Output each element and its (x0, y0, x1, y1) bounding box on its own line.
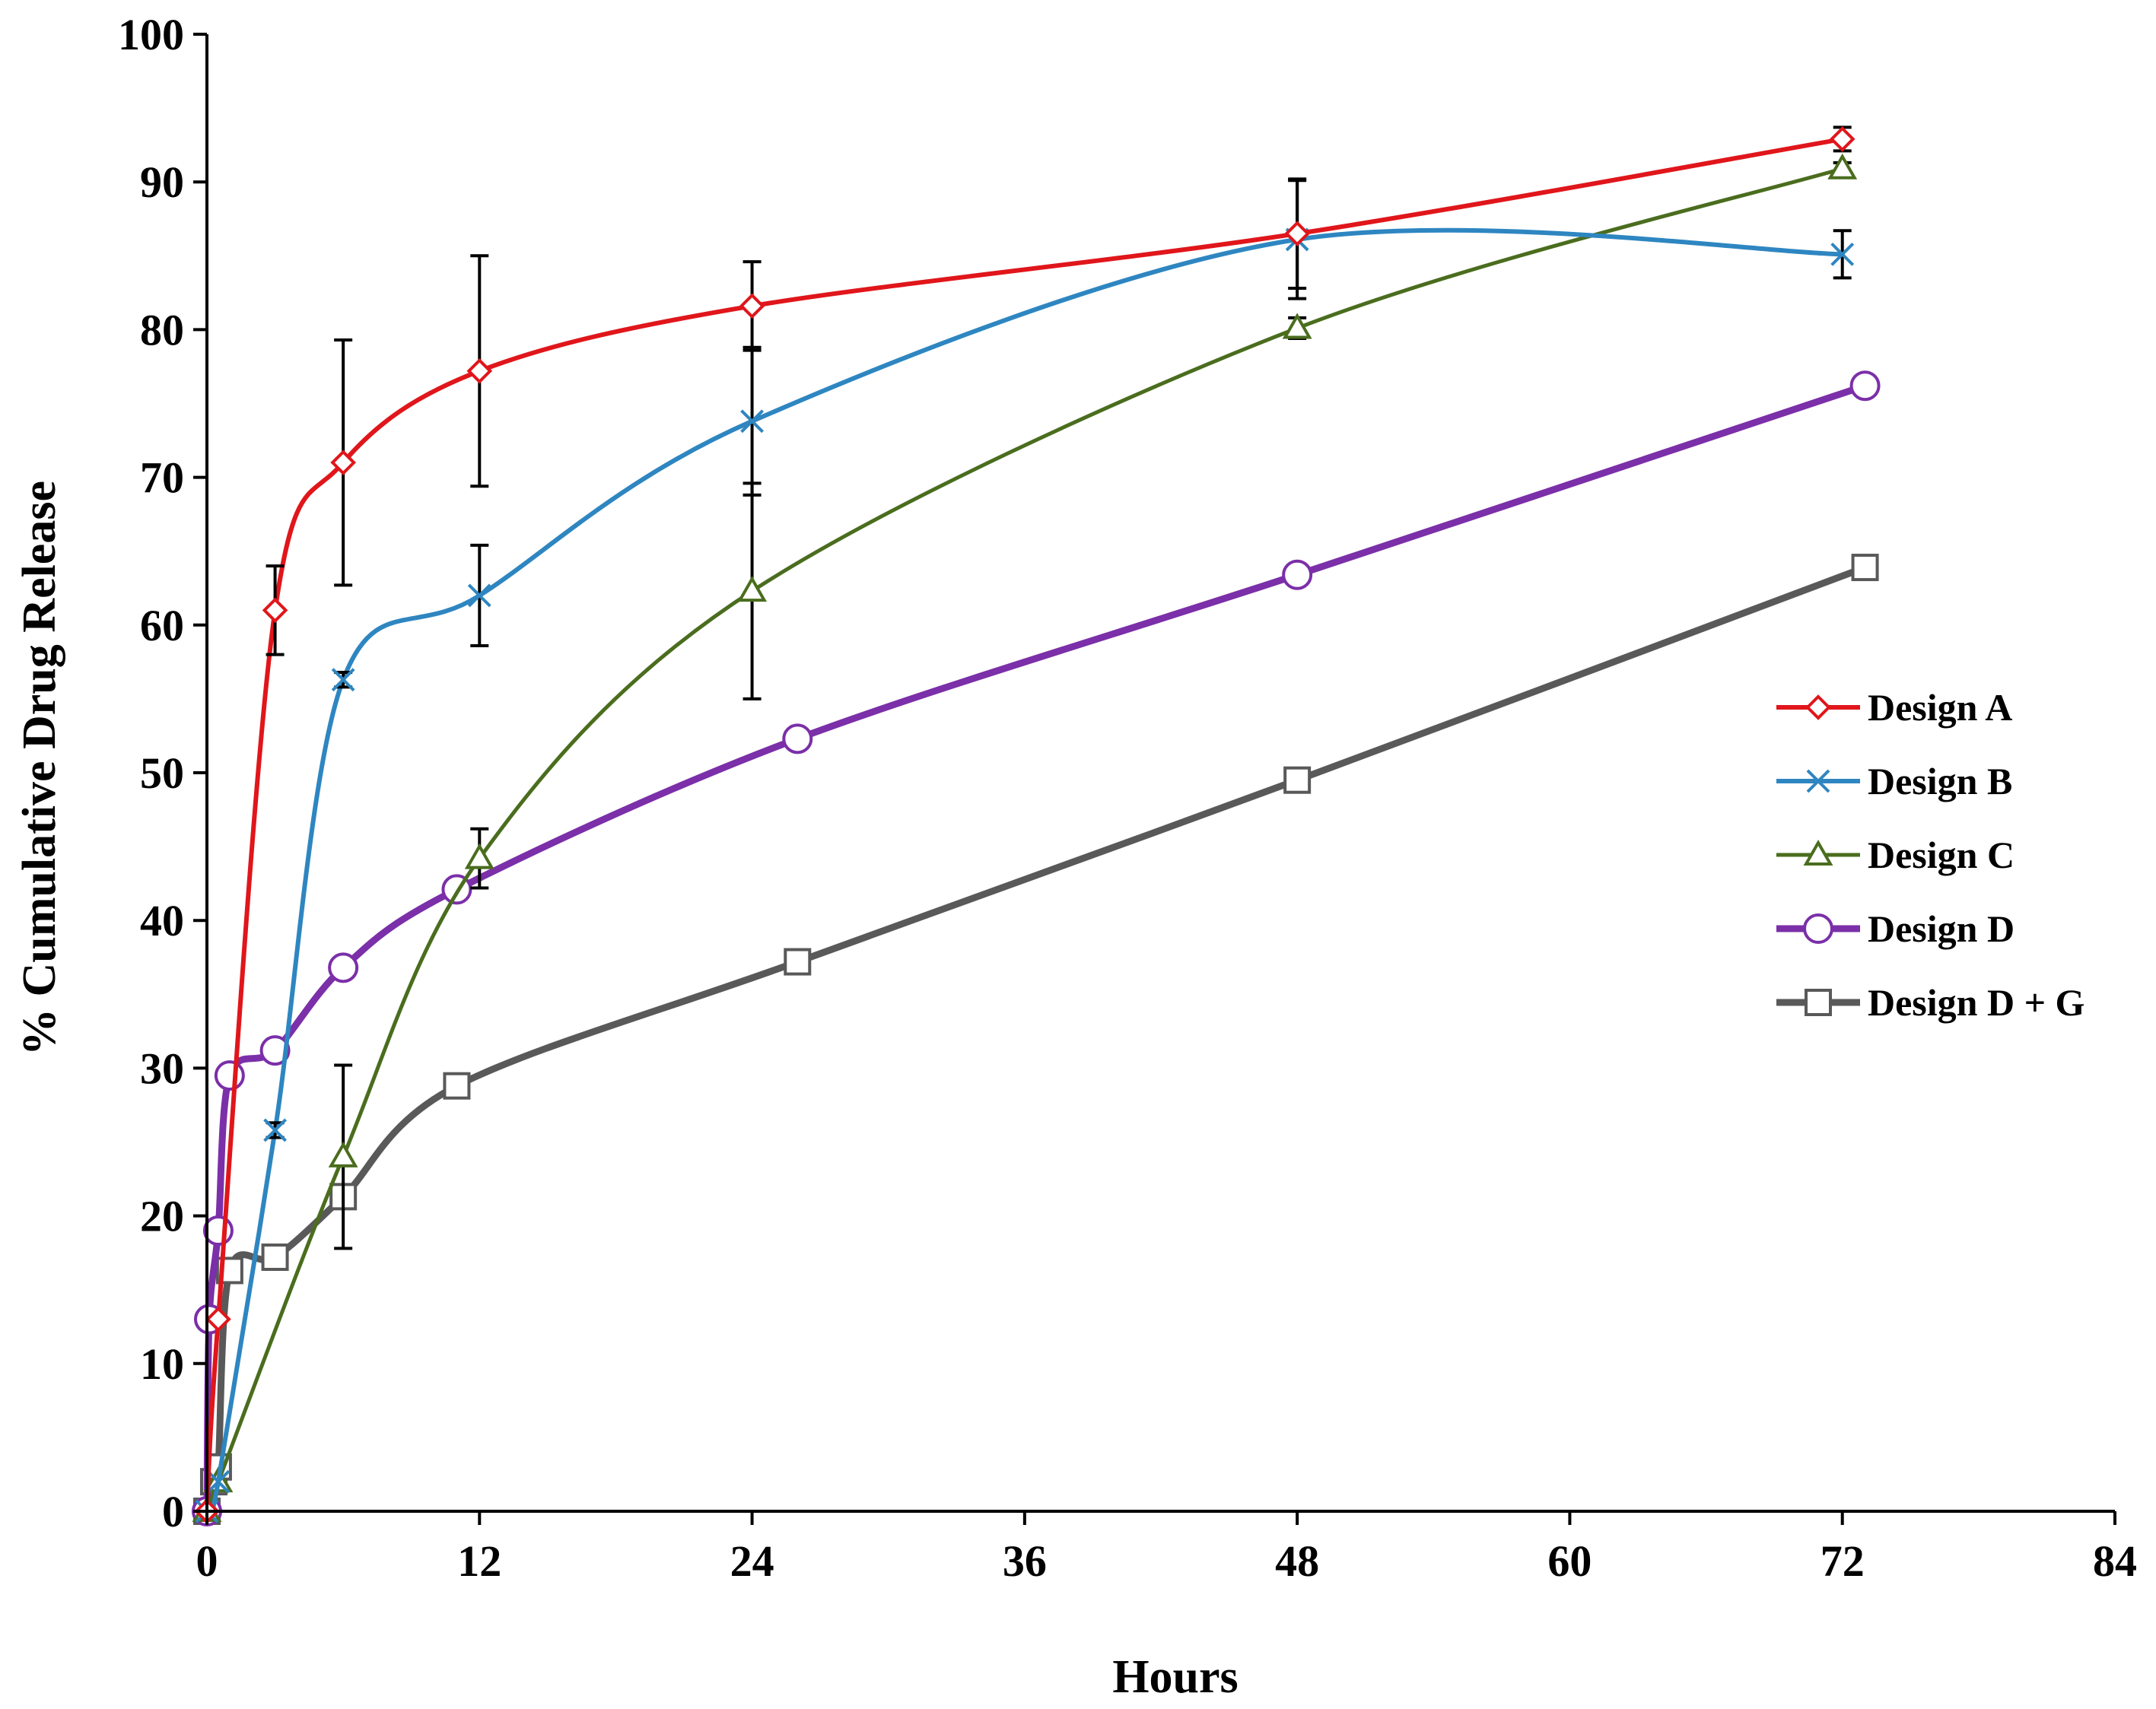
y-tick-label: 10 (140, 1339, 184, 1389)
data-point-design-a (330, 449, 356, 476)
legend-label: Design D (1868, 907, 2014, 950)
x-tick-label: 60 (1547, 1536, 1592, 1586)
data-point-design-a (205, 1306, 231, 1333)
data-point-design-a (1829, 126, 1855, 152)
x-tick-label: 48 (1275, 1536, 1319, 1586)
series-layer (192, 125, 1881, 1526)
legend-label: Design B (1868, 760, 2012, 802)
legend-marker (1806, 769, 1830, 793)
data-point-design-c (1827, 153, 1858, 179)
data-point-design-b (206, 1469, 231, 1494)
legend-label: Design A (1868, 686, 2012, 729)
data-point-design-d-g (1283, 766, 1312, 794)
series-design-c (192, 153, 1858, 1522)
series-design-d (192, 370, 1881, 1526)
series-design-b (195, 179, 1855, 1523)
series-line-design-d (203, 382, 1869, 1515)
x-tick-label: 24 (730, 1536, 774, 1586)
x-tick-label: 84 (2093, 1536, 2137, 1586)
data-point-design-d-g (784, 948, 812, 976)
series-line-design-d-g (203, 564, 1869, 1515)
data-point-design-d-g (261, 1243, 289, 1271)
data-point-design-d (328, 952, 359, 983)
legend-marker (1805, 989, 1832, 1016)
data-point-design-b (263, 1118, 287, 1142)
data-point-design-b (1830, 242, 1855, 266)
legend-marker (1803, 913, 1833, 944)
y-tick-label: 100 (118, 10, 184, 59)
data-point-design-d-g (443, 1072, 471, 1100)
data-point-design-a (466, 357, 493, 384)
legend-label: Design D + G (1868, 981, 2084, 1024)
y-tick-label: 30 (140, 1044, 184, 1093)
series-design-a (194, 125, 1855, 1524)
data-point-design-c (328, 1141, 358, 1167)
legend-marker (1805, 694, 1831, 720)
data-point-design-d (1849, 370, 1881, 402)
data-point-design-b (740, 409, 764, 434)
data-point-design-c (1282, 313, 1312, 339)
data-point-design-d (202, 1215, 234, 1247)
series-design-d-g (193, 554, 1879, 1525)
y-tick-label: 80 (140, 305, 184, 354)
legend-item-design-d-g: Design D + G (1776, 981, 2084, 1024)
x-tick-label: 12 (457, 1536, 501, 1586)
data-point-design-c (464, 843, 494, 869)
data-point-design-a (262, 597, 288, 624)
legend-item-design-a: Design A (1776, 686, 2012, 729)
y-tick-label: 20 (140, 1192, 184, 1241)
y-tick-label: 90 (140, 157, 184, 207)
data-point-design-b (331, 668, 355, 692)
data-point-design-d (259, 1035, 291, 1066)
y-tick-label: 0 (162, 1487, 184, 1536)
y-tick-label: 50 (140, 748, 184, 798)
x-tick-label: 0 (196, 1536, 218, 1586)
data-point-design-d (214, 1060, 245, 1091)
data-point-design-c (737, 576, 768, 602)
y-tick-label: 40 (140, 896, 184, 945)
series-line-design-b (205, 227, 1845, 1520)
y-tick-label: 60 (140, 601, 184, 650)
axes-layer: 0 10 20 30 40 50 60 70 80 90 100 0 12 24 36 48 60 72 84 (118, 10, 2137, 1586)
legend: Design A Design B Design C Design D Design D… (1776, 686, 2084, 1024)
legend-label: Design C (1868, 834, 2014, 876)
data-point-design-d (1282, 559, 1313, 590)
x-tick-label: 72 (1821, 1536, 1865, 1586)
y-axis-title: % Cumulative Drug Release (14, 481, 65, 1056)
data-point-design-d-g (1851, 554, 1879, 582)
x-tick-label: 36 (1003, 1536, 1047, 1586)
data-point-design-a (739, 293, 765, 319)
data-point-design-a (1284, 221, 1310, 246)
y-tick-label: 70 (140, 453, 184, 503)
legend-item-design-c: Design C (1776, 834, 2014, 876)
x-axis-title: Hours (1112, 1651, 1238, 1703)
series-line-design-a (205, 136, 1845, 1514)
legend-item-design-b: Design B (1776, 760, 2012, 802)
data-point-design-d (782, 723, 813, 754)
series-line-design-c (203, 167, 1845, 1518)
legend-marker (1803, 839, 1833, 866)
legend-item-design-d: Design D (1776, 907, 2014, 950)
data-point-design-b (467, 583, 491, 608)
